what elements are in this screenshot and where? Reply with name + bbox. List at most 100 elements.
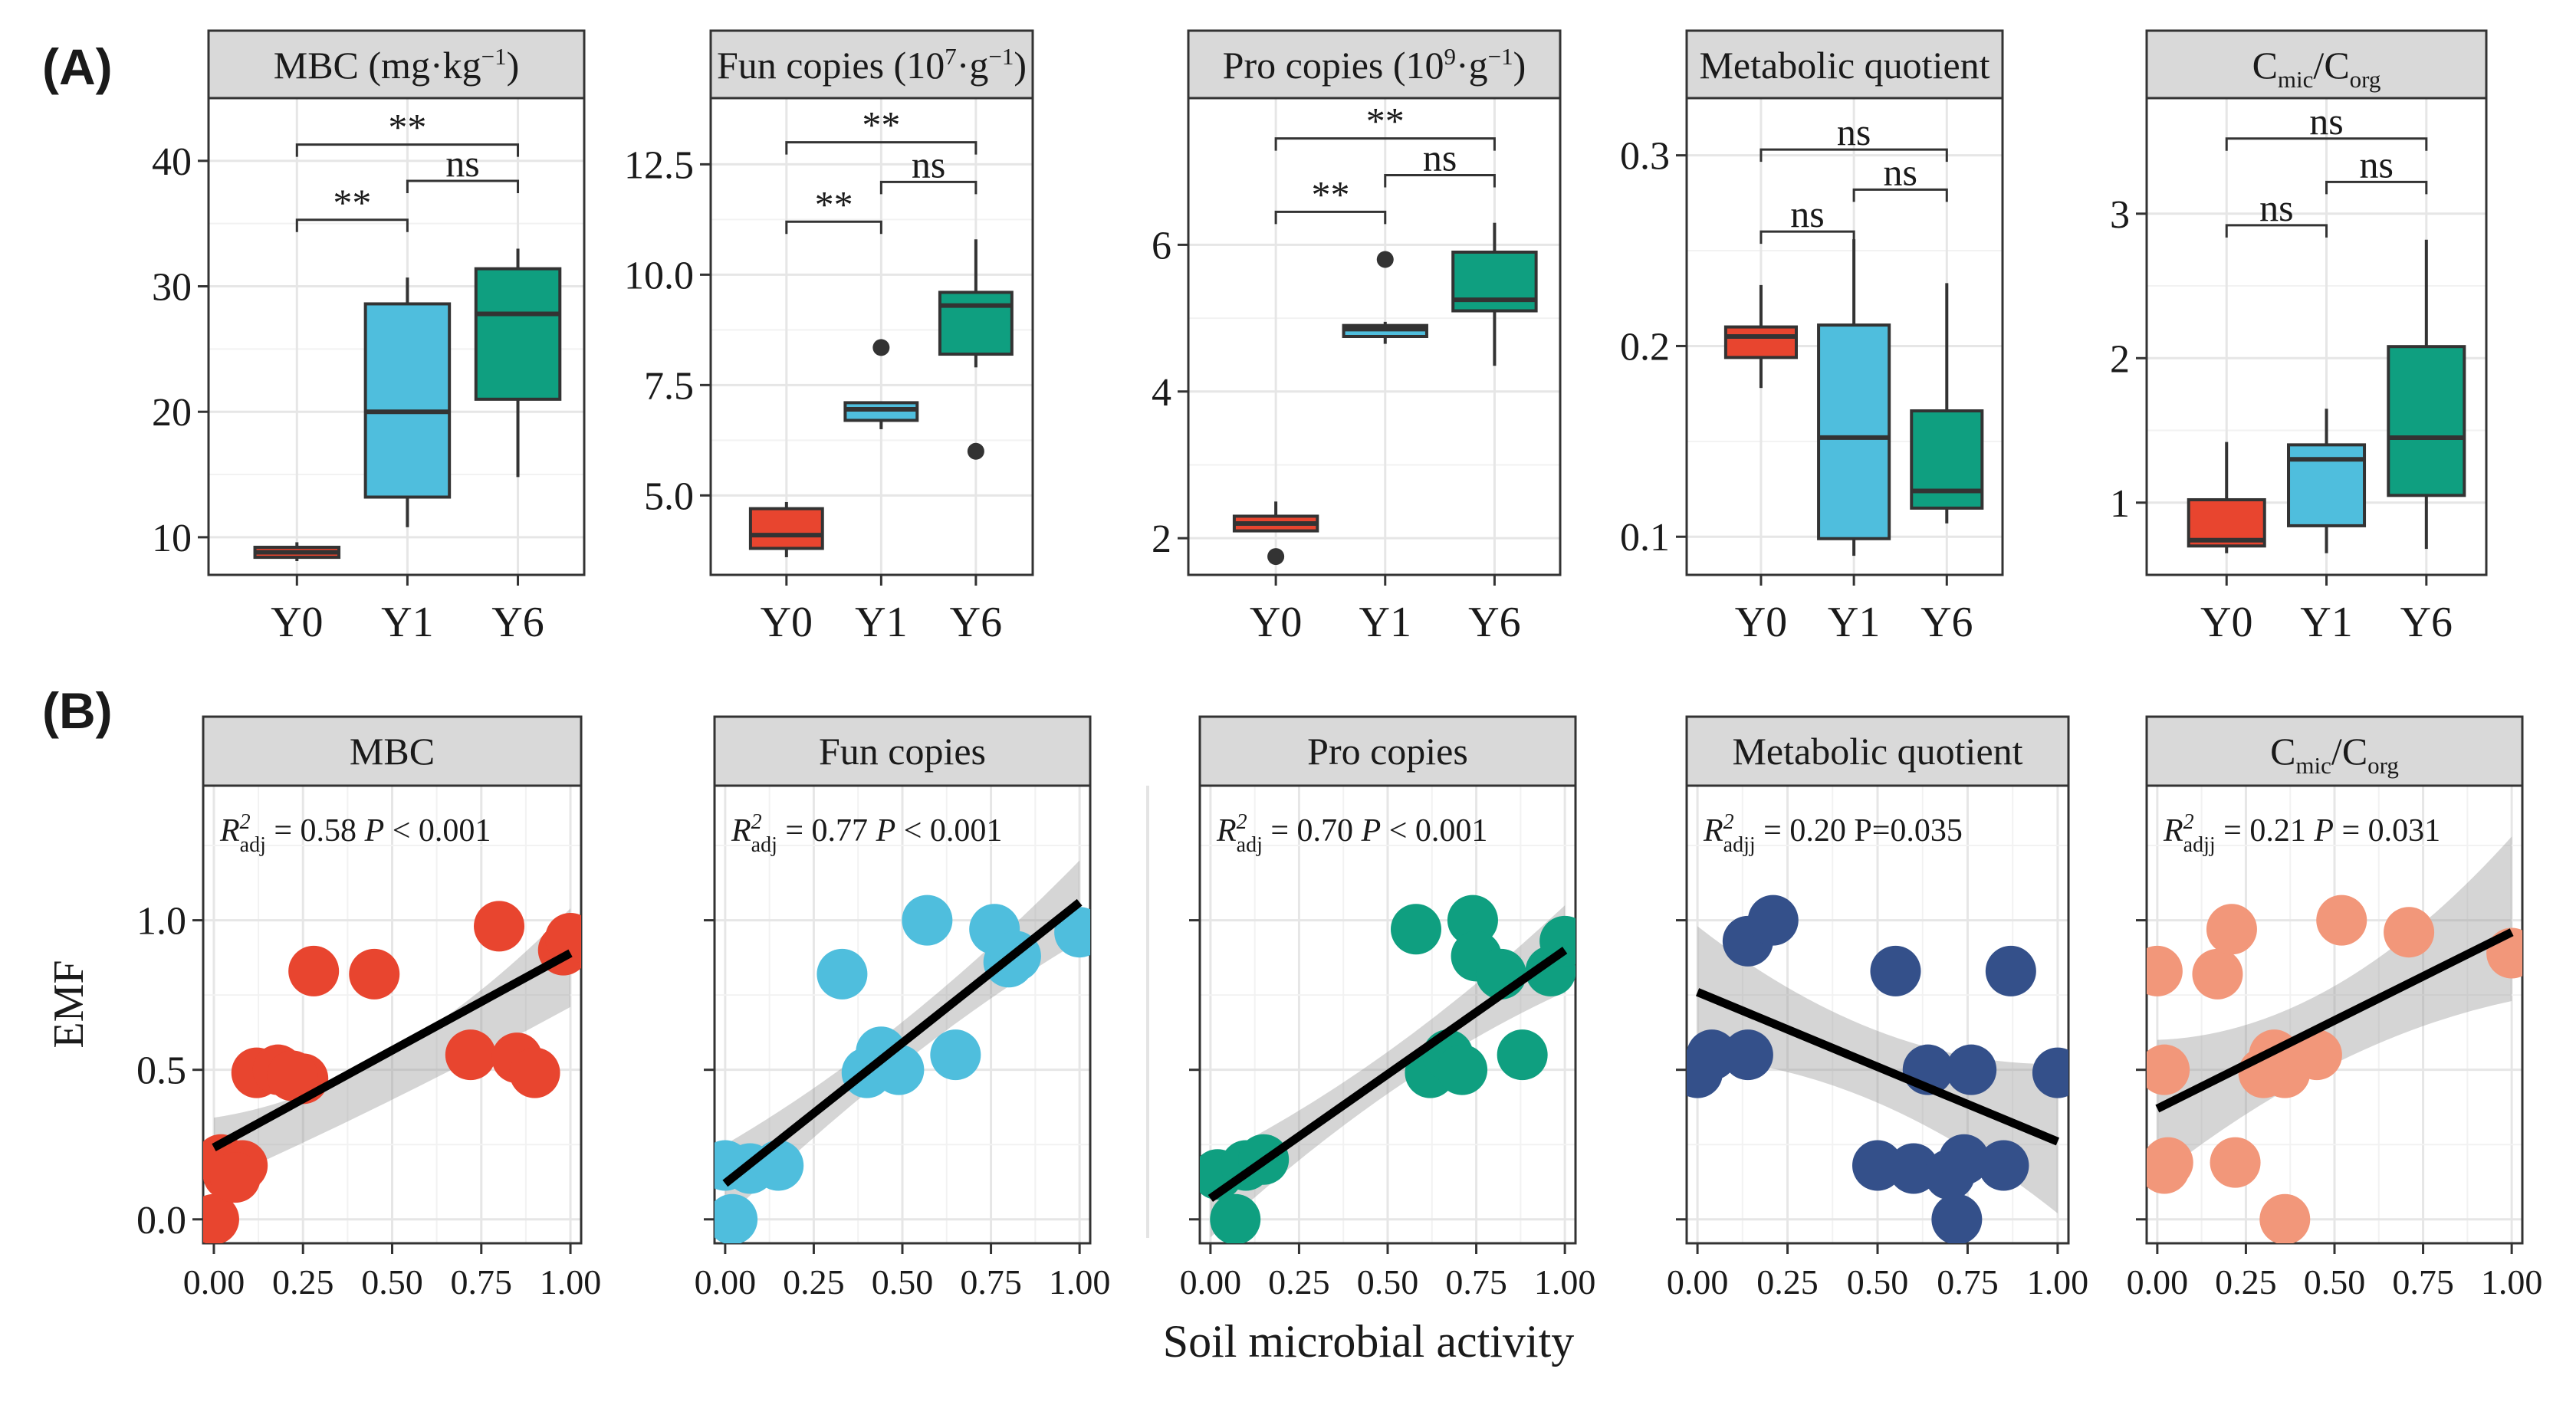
stat-p: P	[364, 813, 385, 849]
plot-area	[2147, 836, 2522, 1243]
x-tick-label: Y1	[1359, 599, 1411, 646]
x-tick-label: 0.50	[1847, 1262, 1909, 1302]
data-point	[2032, 1047, 2068, 1098]
y-tick-label: 0.1	[1620, 516, 1670, 560]
data-point	[1390, 904, 1441, 955]
data-point	[2147, 1044, 2190, 1095]
x-tick-label: Y0	[2200, 599, 2252, 646]
strip-text-main: MBC (mg·kg	[274, 44, 481, 87]
x-tick-label: 0.25	[783, 1262, 845, 1302]
significance-label: ns	[1790, 192, 1824, 235]
facet-strip	[709, 29, 1034, 100]
box-panel: MBC (mg·kg−1) 10 20 30 40 Y0 Y1 Y6 ** ns **	[152, 29, 586, 646]
regression-line	[722, 898, 1083, 1187]
x-tick-label: 0.50	[1357, 1262, 1419, 1302]
facet-strip	[207, 29, 586, 100]
x-tick-label: 0.25	[1756, 1262, 1819, 1302]
stat-sup: 2	[1237, 810, 1247, 834]
significance-bracket	[1384, 173, 1496, 188]
x-tick-label: Y6	[491, 599, 544, 646]
scatter-panel: Metabolic quotient R2 adjj = 0.20 P=0.035 0…	[1667, 715, 2089, 1302]
data-point	[1687, 1029, 1737, 1081]
plot-area	[715, 860, 1090, 1243]
x-tick-label: Y1	[855, 599, 907, 646]
box-Y0	[748, 507, 824, 550]
strip-label: Cmic/Corg	[2270, 730, 2399, 779]
x-tick-label: 0.00	[695, 1262, 757, 1302]
box-Y6	[2387, 345, 2466, 497]
strip-text-sup: −1	[988, 43, 1014, 70]
facet-strip	[202, 715, 583, 787]
y-tick-label: 10.0	[624, 254, 694, 297]
data-point	[2291, 1029, 2342, 1081]
x-tick-label: Y0	[1250, 599, 1302, 646]
y-axis-label: EMF	[45, 960, 93, 1048]
significance-label: ns	[445, 142, 479, 185]
strip-label: Pro copies	[1307, 730, 1468, 773]
data-point	[1946, 1044, 1997, 1095]
significance-label: ns	[2309, 100, 2343, 143]
y-tick-label: 2	[2110, 337, 2130, 381]
y-tick-label: 1.0	[136, 900, 186, 944]
stat-sub: adjj	[2183, 833, 2216, 857]
regression-line	[1208, 947, 1568, 1202]
x-tick-label: 0.50	[872, 1262, 934, 1302]
facet-strip	[1685, 715, 2070, 787]
data-point	[2384, 907, 2435, 958]
strip-label: Cmic/Corg	[2252, 44, 2381, 93]
strip-text-tail: ·g	[957, 44, 989, 87]
confidence-band	[2157, 836, 2512, 1178]
x-tick-label: Y1	[2300, 599, 2352, 646]
plot-area	[203, 901, 581, 1243]
x-tick-label: 0.50	[361, 1262, 423, 1302]
regression-line	[1695, 988, 2060, 1146]
data-point	[1870, 945, 1921, 996]
scatter-panel: Fun copies R2 adj = 0.77 P < 0.001 0.00 0.25…	[695, 715, 1111, 1302]
significance-label: ns	[1883, 150, 1917, 193]
stat-sub: adj	[1237, 833, 1263, 857]
outlier-point	[967, 442, 984, 460]
x-tick-label: 0.25	[1268, 1262, 1330, 1302]
facet-strip	[1198, 715, 1577, 787]
x-tick-label: 0.75	[451, 1262, 513, 1302]
x-tick-label: Y0	[271, 599, 323, 646]
data-point	[1747, 895, 1799, 946]
strip-text-tail: /C	[2331, 730, 2367, 773]
y-tick-label: 10	[152, 517, 192, 560]
y-tick-label: 0.5	[136, 1049, 186, 1093]
data-point	[2206, 904, 2257, 955]
x-tick-label: 0.25	[2215, 1262, 2277, 1302]
data-point	[1978, 1140, 2029, 1191]
strip-label: Fun copies (107·g−1)	[717, 43, 1027, 87]
x-tick-label: 0.25	[272, 1262, 334, 1302]
stat-r: R	[731, 813, 751, 849]
x-tick-label: 1.00	[1049, 1262, 1111, 1302]
strip-label: Fun copies	[819, 730, 986, 773]
data-point	[873, 1044, 925, 1095]
strip-text-sub: mic	[2295, 752, 2331, 779]
stat-r: R	[1703, 813, 1723, 849]
data-point	[267, 1050, 318, 1101]
significance-bracket	[1852, 188, 1948, 202]
y-tick-label: 12.5	[624, 143, 694, 187]
strip-text-main: Fun copies (10	[717, 44, 945, 87]
plot-area	[1687, 895, 2068, 1243]
strip-text-main: Fun copies	[819, 730, 986, 773]
stat-value: = 0.70	[1263, 813, 1362, 849]
facet-strip	[713, 715, 1092, 787]
strip-text-sup: −1	[481, 43, 507, 70]
facet-strip	[1187, 29, 1562, 100]
facet-strip	[1685, 29, 2004, 100]
stat-sub: adj	[240, 833, 266, 857]
y-tick-label: 20	[152, 391, 192, 435]
strip-text-tail: )	[1513, 44, 1526, 87]
x-tick-label: 0.75	[1445, 1262, 1507, 1302]
x-tick-label: Y1	[1828, 599, 1880, 646]
x-tick-label: 1.00	[2027, 1262, 2089, 1302]
strip-text-sup: −1	[1488, 43, 1513, 70]
x-tick-label: 1.00	[1534, 1262, 1596, 1302]
